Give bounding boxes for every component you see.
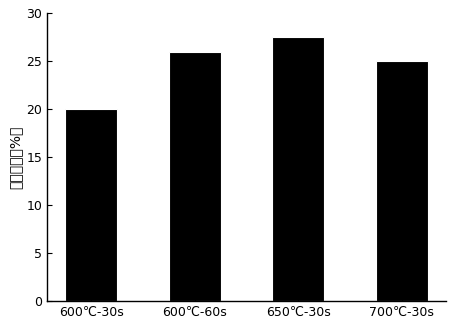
Bar <box>376 61 428 301</box>
Y-axis label: 芳烃收率（%）: 芳烃收率（%） <box>8 125 22 189</box>
Bar <box>65 109 117 301</box>
Bar <box>169 52 221 301</box>
Bar <box>272 37 324 301</box>
